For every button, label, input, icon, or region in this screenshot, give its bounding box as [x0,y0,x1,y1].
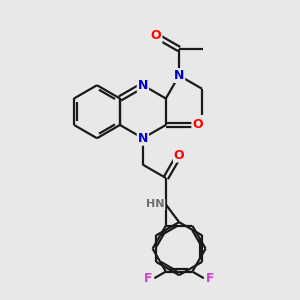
Text: F: F [206,272,214,285]
Text: N: N [174,69,184,82]
Text: F: F [144,272,153,285]
Text: O: O [151,29,161,42]
Text: N: N [138,132,148,145]
Text: O: O [174,148,184,161]
Text: HN: HN [146,200,164,209]
Text: N: N [138,79,148,92]
Text: O: O [192,118,203,131]
